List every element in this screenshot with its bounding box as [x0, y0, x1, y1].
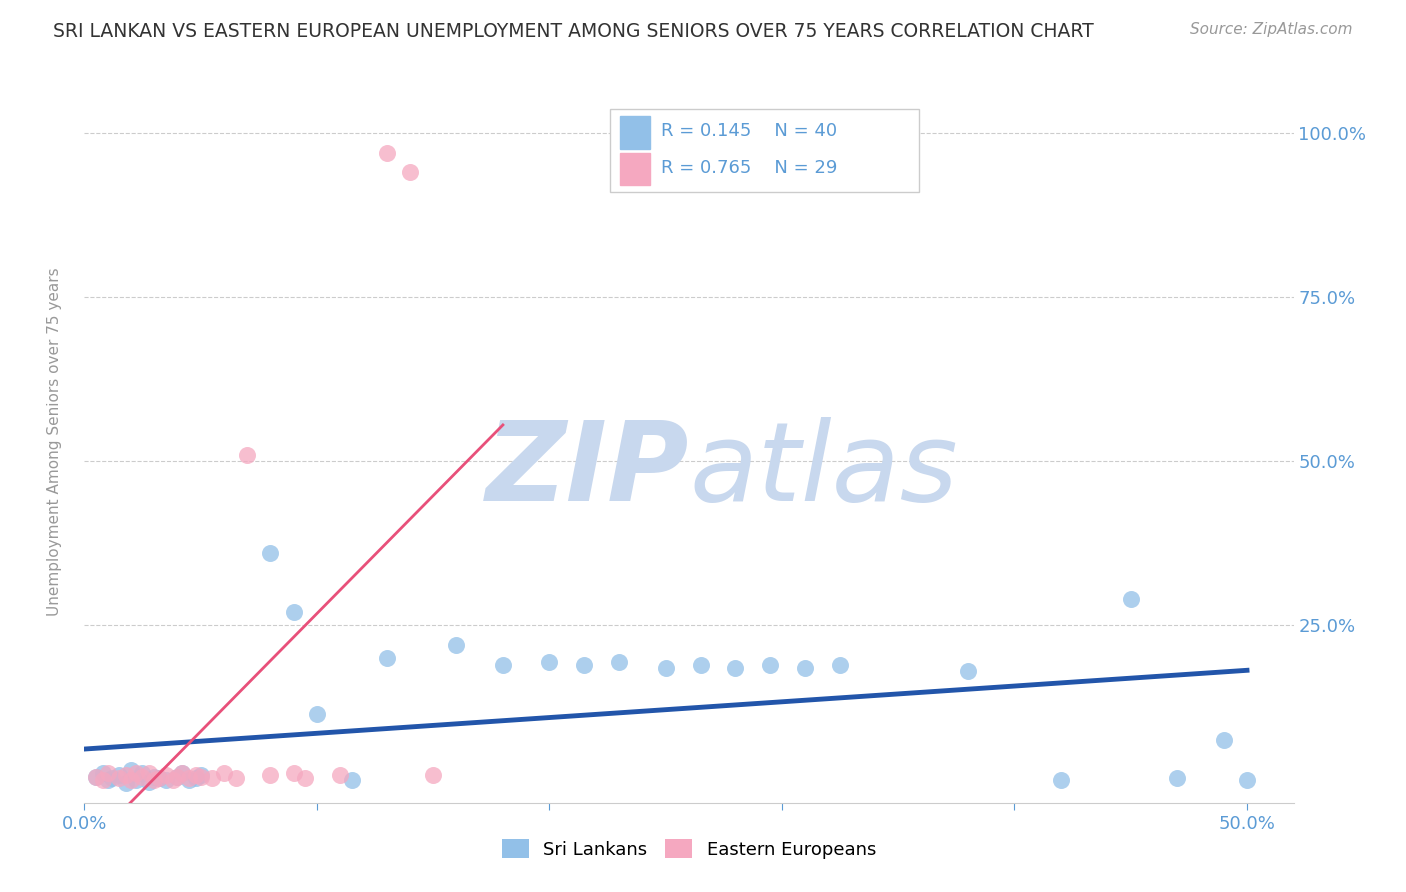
Point — [956, 665, 979, 679]
Point — [1212, 733, 1234, 747]
Text: R = 0.765    N = 29: R = 0.765 N = 29 — [661, 160, 838, 178]
Point — [375, 651, 398, 665]
Point — [1119, 592, 1142, 607]
Point — [259, 546, 281, 560]
Point — [190, 768, 212, 782]
Point — [91, 766, 114, 780]
Point — [329, 768, 352, 782]
Point — [131, 766, 153, 780]
Point — [225, 771, 247, 785]
Point — [148, 771, 170, 785]
Point — [305, 707, 328, 722]
Point — [422, 768, 444, 782]
Text: ZIP: ZIP — [485, 417, 689, 524]
Point — [794, 661, 817, 675]
Point — [259, 768, 281, 782]
Text: SRI LANKAN VS EASTERN EUROPEAN UNEMPLOYMENT AMONG SENIORS OVER 75 YEARS CORRELAT: SRI LANKAN VS EASTERN EUROPEAN UNEMPLOYM… — [53, 22, 1094, 41]
Point — [212, 766, 235, 780]
Point — [830, 657, 852, 672]
Point — [170, 766, 193, 780]
Point — [340, 772, 363, 787]
Point — [148, 771, 170, 785]
Point — [115, 776, 138, 790]
Point — [84, 770, 107, 784]
Point — [538, 655, 561, 669]
Point — [1050, 772, 1073, 787]
Point — [138, 766, 160, 780]
Text: R = 0.145    N = 40: R = 0.145 N = 40 — [661, 122, 837, 140]
Point — [1166, 771, 1188, 785]
Point — [120, 763, 142, 777]
Point — [177, 771, 200, 785]
Bar — [620, 116, 650, 149]
Point — [236, 448, 259, 462]
Point — [170, 766, 193, 780]
Point — [120, 772, 142, 787]
Point — [124, 772, 146, 787]
Point — [283, 766, 305, 780]
Point — [1236, 772, 1258, 787]
Point — [143, 772, 166, 787]
Point — [91, 772, 114, 787]
Point — [375, 145, 398, 160]
Text: atlas: atlas — [689, 417, 957, 524]
Point — [131, 770, 153, 784]
Point — [724, 661, 747, 675]
Point — [654, 661, 676, 675]
Point — [108, 768, 131, 782]
Point — [294, 771, 316, 785]
Point — [155, 772, 177, 787]
Point — [190, 770, 212, 784]
Text: Unemployment Among Seniors over 75 years: Unemployment Among Seniors over 75 years — [46, 268, 62, 615]
Point — [138, 774, 160, 789]
Point — [155, 768, 177, 782]
Point — [184, 768, 207, 782]
Point — [574, 657, 596, 672]
Bar — [620, 153, 650, 185]
Point — [689, 657, 711, 672]
Point — [166, 770, 188, 784]
Point — [492, 657, 515, 672]
Point — [177, 772, 200, 787]
Point — [607, 655, 630, 669]
Text: Source: ZipAtlas.com: Source: ZipAtlas.com — [1189, 22, 1353, 37]
Point — [446, 638, 468, 652]
Point — [162, 772, 184, 787]
Legend: Sri Lankans, Eastern Europeans: Sri Lankans, Eastern Europeans — [495, 832, 883, 866]
Point — [97, 766, 120, 780]
FancyBboxPatch shape — [610, 109, 918, 193]
Point — [283, 605, 305, 619]
Point — [124, 766, 146, 780]
Point — [166, 770, 188, 784]
Point — [108, 771, 131, 785]
Point — [84, 770, 107, 784]
Point — [759, 657, 782, 672]
Point — [143, 770, 166, 784]
Point — [115, 768, 138, 782]
Point — [101, 771, 124, 785]
Point — [201, 771, 224, 785]
Point — [399, 165, 422, 179]
Point — [97, 772, 120, 787]
Point — [184, 771, 207, 785]
